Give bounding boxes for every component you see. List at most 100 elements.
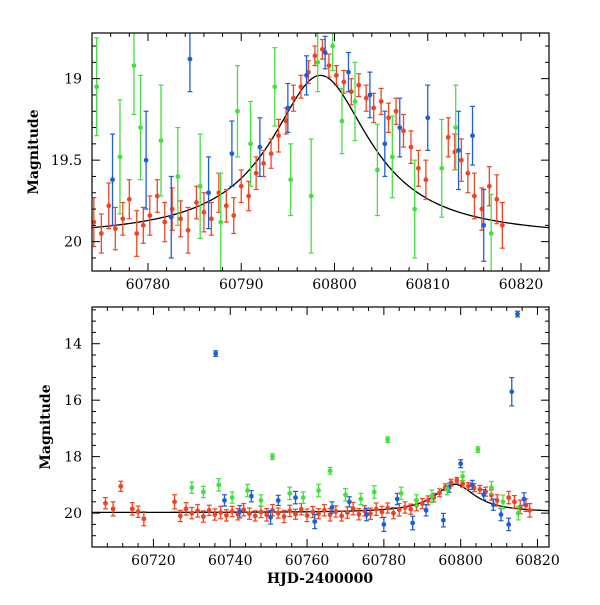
data-point (288, 177, 294, 183)
series-0 (92, 38, 505, 257)
data-point (304, 72, 309, 78)
data-point (276, 133, 281, 139)
data-point (158, 138, 164, 143)
series-1 (213, 310, 527, 533)
x-tick-label: 60810 (405, 277, 450, 293)
data-point (469, 482, 475, 488)
data-point (252, 513, 258, 519)
data-point (475, 447, 481, 452)
data-point (356, 82, 362, 88)
data-point (391, 510, 396, 516)
data-point (216, 482, 222, 488)
data-point (394, 496, 400, 502)
data-point (200, 514, 206, 519)
data-point (189, 485, 195, 491)
data-point (425, 498, 431, 503)
data-point (397, 125, 403, 130)
data-point (488, 485, 494, 491)
data-point (333, 72, 339, 78)
x-tick-label: 60820 (515, 553, 560, 569)
data-point (216, 190, 222, 196)
data-point (208, 216, 214, 222)
data-point (106, 203, 112, 209)
bottom-panel-axes: 60720 60740 60760 60780 60800 60820 14 16 18 20 (64, 306, 560, 569)
data-point (185, 227, 191, 233)
top-panel-data (92, 33, 549, 271)
data-point (327, 468, 333, 474)
plot-frame (91, 306, 550, 548)
data-point (371, 489, 377, 495)
data-point (402, 505, 408, 510)
data-point (339, 118, 345, 124)
data-point (486, 183, 492, 189)
data-point (339, 513, 345, 519)
data-point (367, 92, 373, 98)
data-point (103, 500, 108, 506)
data-point (440, 517, 446, 523)
data-point (110, 506, 116, 512)
data-point (229, 509, 235, 514)
data-point (385, 505, 391, 511)
data-point (343, 492, 348, 498)
data-point (201, 209, 207, 215)
data-point (275, 498, 281, 503)
data-point (423, 177, 429, 183)
data-point (425, 115, 431, 121)
data-point (117, 154, 123, 160)
data-point (506, 522, 512, 527)
data-point (358, 496, 364, 502)
data-point (126, 196, 132, 202)
data-point (346, 499, 352, 505)
data-point (408, 506, 414, 512)
data-point (187, 56, 193, 62)
data-point (264, 512, 270, 518)
data-point (385, 437, 391, 443)
series-0 (102, 476, 533, 527)
data-point (364, 512, 369, 517)
data-point (293, 495, 298, 500)
data-point (223, 203, 229, 209)
series-1 (110, 33, 487, 262)
data-point (287, 490, 293, 496)
data-point (481, 492, 487, 498)
x-tick-label: 60790 (219, 277, 264, 293)
data-point (326, 63, 332, 69)
data-point (515, 510, 521, 516)
data-point (378, 99, 384, 104)
data-point (398, 490, 404, 496)
data-point (396, 507, 402, 513)
data-point (445, 134, 451, 140)
data-point (206, 190, 211, 196)
data-point (304, 512, 310, 518)
data-point (414, 498, 419, 503)
x-tick-label: 60800 (312, 277, 357, 293)
data-point (92, 219, 97, 225)
data-point (183, 506, 189, 512)
data-point (312, 53, 318, 59)
data-point (248, 141, 253, 147)
data-point (465, 170, 471, 176)
data-point (316, 488, 321, 493)
data-point (241, 507, 247, 513)
data-point (454, 477, 460, 483)
data-point (197, 183, 203, 189)
bottom-panel-data (92, 310, 549, 533)
data-point (346, 69, 351, 75)
data-point (379, 509, 385, 515)
x-tick-label: 60820 (499, 277, 544, 293)
bottom-panel-y-axis-label: Magnitude (38, 384, 54, 469)
data-point (506, 495, 512, 500)
data-point (120, 216, 126, 222)
data-point (333, 509, 339, 514)
x-tick-label: 60780 (362, 553, 407, 569)
data-point (218, 219, 224, 225)
data-point (500, 499, 506, 505)
data-point (362, 508, 368, 514)
x-tick-label: 60740 (208, 553, 253, 569)
bottom-panel: 60720 60740 60760 60780 60800 60820 14 16 18 20 M… (38, 306, 560, 587)
y-tick-label: 20 (64, 235, 82, 251)
data-point (222, 498, 227, 503)
data-point (154, 193, 160, 199)
data-point (470, 133, 475, 139)
